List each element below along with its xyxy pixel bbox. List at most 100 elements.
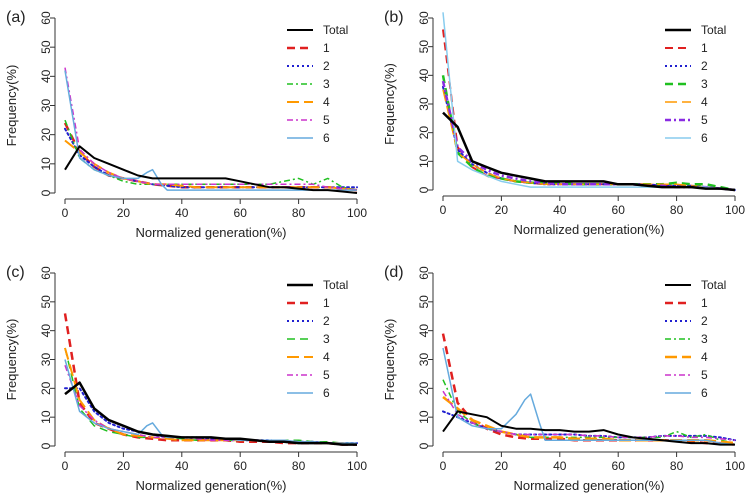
legend-label: 2 — [323, 59, 330, 73]
series-line-total — [64, 145, 358, 194]
y-tick-label: 50 — [39, 40, 53, 54]
x-tick-label: 40 — [175, 459, 189, 473]
x-tick-label: 40 — [553, 203, 567, 217]
panel-label: (b) — [384, 9, 404, 26]
series-line-total — [442, 111, 736, 192]
legend-label: 6 — [323, 386, 330, 400]
legend-label: 3 — [701, 77, 708, 91]
chart-panel-4: (d) 0 10 20 30 40 50 60 0 20 40 60 80 100 Normalized g… — [382, 264, 745, 493]
panel-label: (d) — [384, 264, 404, 281]
legend-label: 2 — [701, 59, 708, 73]
y-tick-label: 40 — [417, 68, 431, 82]
chart-panel-3: (c) 0 10 20 30 40 50 60 0 20 40 60 80 100 Normalized g… — [4, 264, 367, 493]
y-tick-label: 60 — [417, 11, 431, 25]
y-tick-label: 50 — [417, 40, 431, 54]
y-tick-label: 10 — [417, 410, 431, 424]
series-lines — [63, 67, 358, 194]
series-line-5 — [442, 390, 736, 441]
panel-label: (a) — [6, 9, 26, 26]
series-line-4 — [442, 89, 736, 191]
y-tick-label: 30 — [39, 99, 53, 113]
x-axis-title: Normalized generation(%) — [135, 225, 286, 240]
legend-label: 3 — [701, 332, 708, 346]
legend-label: 1 — [323, 296, 330, 310]
x-tick-label: 100 — [725, 459, 745, 473]
legend-label: 6 — [701, 386, 708, 400]
x-tick-label: 20 — [117, 459, 131, 473]
x-tick-label: 100 — [347, 459, 367, 473]
x-tick-label: 60 — [234, 206, 248, 220]
legend-label: 3 — [323, 332, 330, 346]
series-line-1 — [63, 122, 358, 192]
x-tick-label: 60 — [612, 203, 626, 217]
x-tick-label: 20 — [495, 203, 509, 217]
series-line-total — [442, 410, 735, 446]
y-axis-title: Frequency(%) — [382, 319, 397, 401]
series-lines — [441, 12, 736, 192]
legend-label: 5 — [701, 113, 708, 127]
legend-label: 6 — [701, 131, 708, 145]
y-tick-label: 0 — [39, 189, 53, 196]
series-line-4 — [64, 347, 358, 446]
x-tick-label: 0 — [440, 459, 447, 473]
x-tick-label: 0 — [62, 459, 69, 473]
y-tick-label: 10 — [39, 157, 53, 171]
x-tick-label: 20 — [495, 459, 509, 473]
legend-label: Total — [701, 23, 726, 37]
legend-label: 5 — [323, 113, 330, 127]
legend-label: 4 — [323, 95, 330, 109]
x-tick-label: 80 — [292, 206, 306, 220]
x-tick-label: 60 — [234, 459, 248, 473]
legend-label: 5 — [323, 368, 330, 382]
legend-label: 2 — [323, 314, 330, 328]
y-tick-label: 0 — [417, 186, 431, 193]
y-tick-label: 40 — [39, 69, 53, 83]
y-tick-label: 50 — [39, 295, 53, 309]
y-tick-label: 30 — [417, 97, 431, 111]
y-tick-label: 20 — [39, 381, 53, 395]
series-line-4 — [442, 396, 736, 445]
series-lines — [63, 313, 358, 446]
chart-panel-1: (a) 0 10 20 30 40 50 60 0 20 40 60 80 100 Normalized g… — [4, 9, 367, 240]
y-tick-label: 60 — [39, 266, 53, 280]
y-tick-label: 0 — [39, 442, 53, 449]
series-line-1 — [63, 313, 357, 446]
x-tick-label: 100 — [725, 203, 745, 217]
x-tick-label: 80 — [292, 459, 306, 473]
series-line-6 — [442, 347, 736, 446]
y-tick-label: 20 — [417, 381, 431, 395]
series-line-3 — [441, 75, 736, 192]
x-axis-title: Normalized generation(%) — [135, 478, 286, 493]
x-tick-label: 0 — [440, 203, 447, 217]
y-tick-label: 40 — [39, 324, 53, 338]
x-tick-label: 80 — [670, 203, 684, 217]
y-tick-label: 30 — [39, 353, 53, 367]
series-lines — [441, 333, 736, 446]
legend-label: Total — [323, 23, 348, 37]
y-tick-label: 40 — [417, 324, 431, 338]
x-tick-label: 100 — [347, 206, 367, 220]
y-axis-title: Frequency(%) — [4, 319, 19, 401]
x-tick-label: 40 — [175, 206, 189, 220]
legend-label: 1 — [701, 41, 708, 55]
x-tick-label: 80 — [670, 459, 684, 473]
x-tick-label: 20 — [117, 206, 131, 220]
y-tick-label: 10 — [39, 410, 53, 424]
series-line-4 — [64, 139, 358, 192]
legend-label: 4 — [701, 95, 708, 109]
x-tick-label: 40 — [553, 459, 567, 473]
series-line-5 — [64, 365, 357, 444]
series-line-6 — [64, 359, 357, 444]
y-tick-label: 60 — [417, 266, 431, 280]
y-tick-label: 20 — [417, 126, 431, 140]
y-tick-label: 10 — [417, 154, 431, 168]
panel-label: (c) — [6, 264, 25, 281]
x-tick-label: 60 — [612, 459, 626, 473]
y-axis-title: Frequency(%) — [382, 63, 397, 145]
legend-label: 2 — [701, 314, 708, 328]
series-line-total — [64, 381, 357, 446]
series-line-6 — [442, 12, 736, 191]
legend-label: 1 — [701, 296, 708, 310]
series-line-3 — [442, 379, 736, 444]
y-tick-label: 50 — [417, 295, 431, 309]
